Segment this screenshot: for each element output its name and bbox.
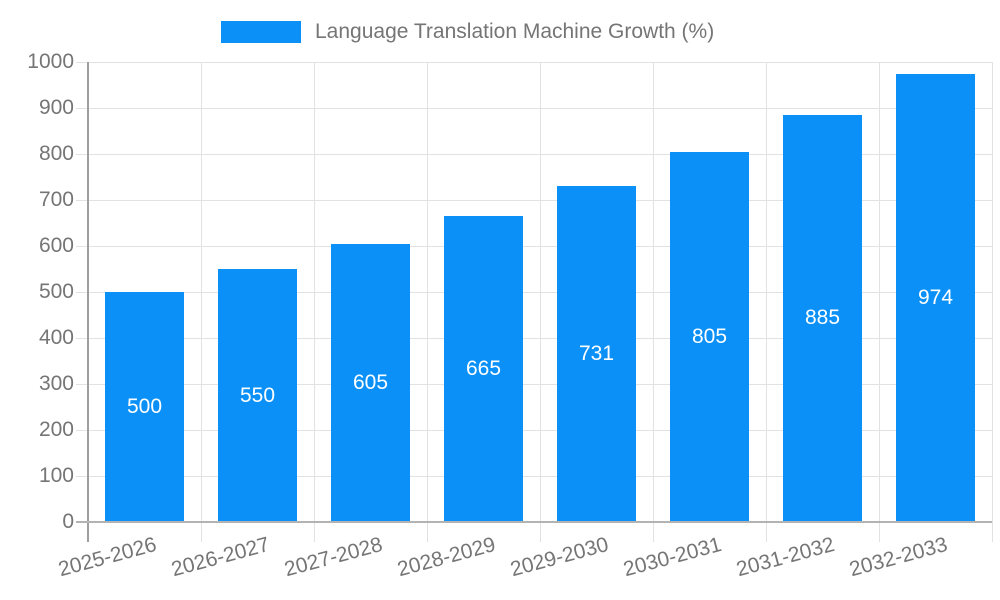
bar-value-label: 665 bbox=[465, 357, 502, 381]
plot-area: 500 550 605 665 731 805 885 974 bbox=[76, 62, 993, 542]
y-tick-label: 400 bbox=[38, 326, 74, 349]
bar-value-label: 731 bbox=[578, 341, 615, 365]
gridline-v bbox=[992, 62, 993, 542]
x-tick-label: 2031-2032 bbox=[733, 533, 837, 582]
x-tick-label: 2028-2029 bbox=[394, 533, 498, 582]
legend-title: Language Translation Machine Growth (%) bbox=[315, 20, 715, 43]
y-tick-label: 100 bbox=[38, 464, 74, 487]
bar: 974 bbox=[896, 73, 975, 522]
bar-value-label: 605 bbox=[352, 370, 389, 394]
gridline-h bbox=[76, 154, 992, 155]
y-tick-label: 900 bbox=[38, 96, 74, 119]
gridline-v bbox=[540, 62, 541, 542]
gridline-h bbox=[76, 292, 992, 293]
x-tick-label: 2029-2030 bbox=[507, 533, 611, 582]
y-tick-label: 200 bbox=[38, 418, 74, 441]
x-tick-label: 2025-2026 bbox=[55, 533, 159, 582]
gridline-h bbox=[76, 430, 992, 431]
gridline-v bbox=[314, 62, 315, 542]
gridline-h bbox=[76, 108, 992, 109]
bar: 550 bbox=[218, 269, 297, 522]
bar-value-label: 885 bbox=[804, 306, 841, 330]
bar-value-label: 550 bbox=[239, 383, 276, 407]
bar: 885 bbox=[783, 114, 862, 522]
x-tick-label: 2030-2031 bbox=[620, 533, 724, 582]
legend-swatch bbox=[221, 21, 301, 43]
x-tick-label: 2032-2033 bbox=[846, 533, 950, 582]
gridline-h bbox=[76, 476, 992, 477]
gridline-v bbox=[766, 62, 767, 542]
bar: 731 bbox=[557, 185, 636, 522]
gridline-v bbox=[201, 62, 202, 542]
x-tick-label: 2026-2027 bbox=[168, 533, 272, 582]
bar-value-label: 805 bbox=[691, 324, 728, 348]
y-tick-label: 0 bbox=[62, 510, 74, 533]
gridline-h bbox=[76, 384, 992, 385]
y-axis-labels: 0 100 200 300 400 500 600 700 800 900 1000 bbox=[0, 50, 74, 533]
gridline-h bbox=[76, 200, 992, 201]
gridline-v bbox=[879, 62, 880, 542]
bar: 805 bbox=[670, 151, 749, 522]
bar: 605 bbox=[331, 243, 410, 522]
x-axis-line bbox=[76, 521, 992, 523]
gridline-h bbox=[76, 246, 992, 247]
y-tick-label: 1000 bbox=[27, 50, 74, 73]
bar-value-label: 974 bbox=[917, 285, 954, 309]
y-axis-line bbox=[87, 62, 89, 542]
y-tick-label: 300 bbox=[38, 372, 74, 395]
y-tick-label: 800 bbox=[38, 142, 74, 165]
bar: 665 bbox=[444, 216, 523, 522]
y-tick-label: 500 bbox=[38, 280, 74, 303]
gridline-h bbox=[76, 338, 992, 339]
gridline-h bbox=[76, 62, 992, 63]
gridline-v bbox=[653, 62, 654, 542]
bar: 500 bbox=[105, 292, 184, 522]
y-tick-label: 600 bbox=[38, 234, 74, 257]
gridline-v bbox=[427, 62, 428, 542]
y-tick-label: 700 bbox=[38, 188, 74, 211]
x-tick-label: 2027-2028 bbox=[281, 533, 385, 582]
bar-value-label: 500 bbox=[126, 395, 163, 418]
